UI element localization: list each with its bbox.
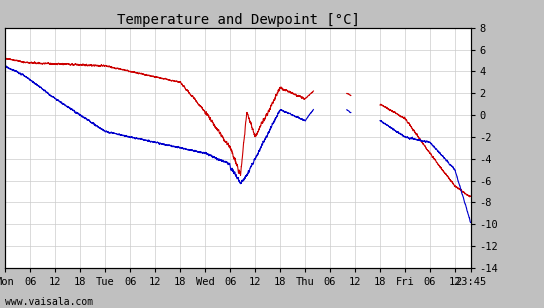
- Text: www.vaisala.com: www.vaisala.com: [5, 297, 94, 307]
- Title: Temperature and Dewpoint [°C]: Temperature and Dewpoint [°C]: [116, 13, 360, 26]
